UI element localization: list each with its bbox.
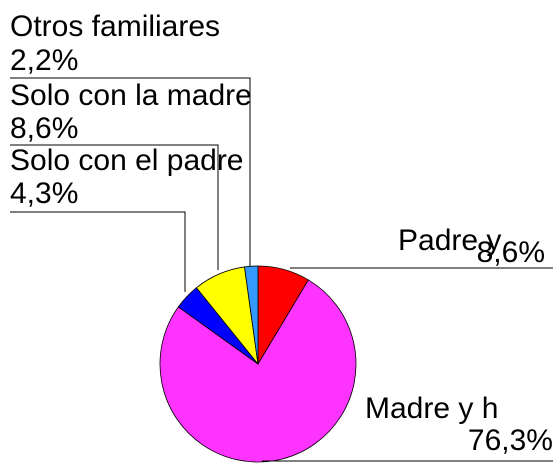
leader-line [10,211,186,292]
slice-label: Solo con la madre [10,79,252,112]
slice-label: Otros familiares [10,10,220,43]
leader-line [10,77,251,266]
slice-value-label: 8,6% [10,112,78,145]
leader-line [10,144,219,270]
pie-slice [159,279,357,463]
pie-slice [244,265,259,365]
slice-value-label: 4,3% [10,177,78,210]
slice-label: Madre y h [365,392,498,425]
slice-value-label: 76,3% [468,424,553,457]
slice-value-label: 8,6% [477,236,545,269]
slice-label: Padre y [398,224,501,257]
slice-value-label: 2,2% [10,44,78,77]
slice-label: Solo con el padre [10,144,244,177]
